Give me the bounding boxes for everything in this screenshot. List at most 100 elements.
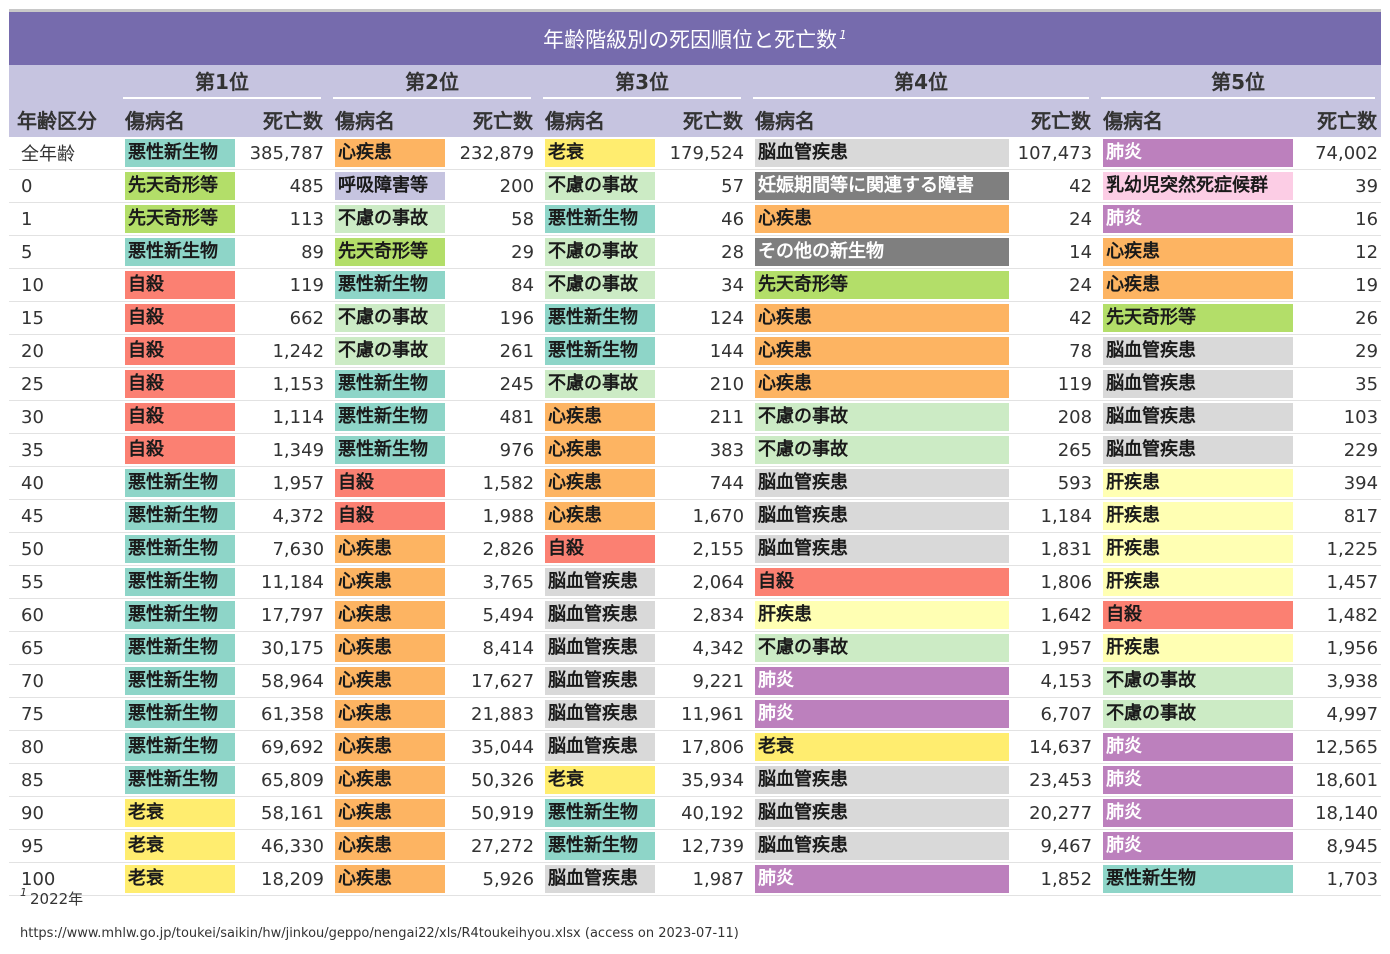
- cause-badge: 自殺: [335, 469, 446, 497]
- cause-cell: 心疾患: [327, 830, 447, 863]
- cause-cell: 悪性新生物: [537, 302, 657, 335]
- cause-badge: 心疾患: [545, 436, 656, 464]
- count-cell: 2,064: [692, 571, 745, 593]
- table-row: 20 自殺 1,242 不慮の事故 261 悪性新生物 144 心疾患 78 脳血管疾患 29: [9, 335, 1382, 368]
- cause-cell: 心疾患: [327, 863, 447, 896]
- count-cell: 14,637: [1029, 736, 1093, 758]
- count-cell: 19: [1355, 274, 1379, 296]
- count-cell: 385,787: [249, 142, 325, 164]
- count-cell: 1,349: [272, 439, 325, 461]
- cause-badge: 不慮の事故: [755, 403, 1010, 431]
- count-cell: 16: [1355, 208, 1379, 230]
- count-cell: 1,852: [1040, 868, 1093, 890]
- count-cell: 12: [1355, 241, 1379, 263]
- count-cell: 103: [1343, 406, 1379, 428]
- cause-badge: 悪性新生物: [125, 667, 235, 695]
- cause-badge: 呼吸障害等: [335, 172, 446, 200]
- cause-cell: 自殺: [117, 302, 237, 335]
- cause-cell: 肺炎: [1095, 830, 1295, 863]
- count-cell: 1,457: [1326, 571, 1379, 593]
- cause-badge: 悪性新生物: [125, 535, 235, 563]
- footnote-text: 2022年: [30, 890, 84, 908]
- cause-cell: 心疾患: [747, 368, 1011, 401]
- cause-cell: 先天奇形等: [117, 203, 237, 236]
- table-row: 65 悪性新生物 30,175 心疾患 8,414 脳血管疾患 4,342 不慮の事故 1,95…: [9, 632, 1382, 665]
- count-column-header: 死亡数: [683, 108, 744, 133]
- table-row: 50 悪性新生物 7,630 心疾患 2,826 自殺 2,155 脳血管疾患 1,831 肝疾患…: [9, 533, 1382, 566]
- cause-cell: 悪性新生物: [327, 368, 447, 401]
- cause-badge: 脳血管疾患: [755, 535, 1010, 563]
- cause-badge: 自殺: [125, 337, 235, 365]
- cause-badge: 心疾患: [335, 568, 446, 596]
- cause-badge: 悪性新生物: [1103, 865, 1294, 893]
- table-row: 5 悪性新生物 89 先天奇形等 29 不慮の事故 28 その他の新生物 14 心疾患 12: [9, 236, 1382, 269]
- cause-badge: 肝疾患: [1103, 535, 1294, 563]
- cause-badge: 肺炎: [1103, 832, 1294, 860]
- cause-cell: 脳血管疾患: [537, 599, 657, 632]
- cause-cell: 心疾患: [747, 203, 1011, 236]
- cause-badge: 悪性新生物: [125, 568, 235, 596]
- cause-badge: 自殺: [335, 502, 446, 530]
- cause-badge: 脳血管疾患: [755, 832, 1010, 860]
- count-cell: 11,184: [261, 571, 325, 593]
- cause-badge: 先天奇形等: [335, 238, 446, 266]
- cause-cell: 老衰: [537, 764, 657, 797]
- cause-cell: 脳血管疾患: [1095, 401, 1295, 434]
- cause-badge: 脳血管疾患: [545, 700, 656, 728]
- count-cell: 7,630: [272, 538, 325, 560]
- count-cell: 21,883: [471, 703, 535, 725]
- cause-badge: 不慮の事故: [1103, 667, 1294, 695]
- rank-header-4: 第4位: [747, 65, 1095, 101]
- cause-cell: 脳血管疾患: [537, 698, 657, 731]
- cause-badge: 脳血管疾患: [755, 799, 1010, 827]
- cause-cell: 悪性新生物: [117, 533, 237, 566]
- table-row: 80 悪性新生物 69,692 心疾患 35,044 脳血管疾患 17,806 老衰 14,63…: [9, 731, 1382, 764]
- cause-badge: 不慮の事故: [335, 337, 446, 365]
- cause-cell: 不慮の事故: [327, 203, 447, 236]
- cause-badge: 自殺: [755, 568, 1010, 596]
- count-cell: 18,601: [1315, 769, 1379, 791]
- cause-badge: 悪性新生物: [545, 337, 656, 365]
- age-cell: 85: [21, 769, 44, 791]
- cause-badge: 不慮の事故: [755, 634, 1010, 662]
- cause-cell: 自殺: [117, 368, 237, 401]
- table-row: 75 悪性新生物 61,358 心疾患 21,883 脳血管疾患 11,961 肺炎 6,707…: [9, 698, 1382, 731]
- cause-cell: 肝疾患: [1095, 566, 1295, 599]
- table-row: 25 自殺 1,153 悪性新生物 245 不慮の事故 210 心疾患 119 脳血管疾患 35: [9, 368, 1382, 401]
- count-cell: 42: [1069, 175, 1093, 197]
- cause-cell: 脳血管疾患: [747, 467, 1011, 500]
- count-cell: 4,153: [1040, 670, 1093, 692]
- rank-header-3: 第3位: [537, 65, 747, 101]
- count-cell: 9,221: [692, 670, 745, 692]
- cause-column-header: 傷病名: [1103, 108, 1164, 133]
- cause-badge: 自殺: [125, 304, 235, 332]
- table-title: 年齢階級別の死因順位と死亡数 1: [9, 9, 1381, 65]
- cause-cell: 心疾患: [747, 335, 1011, 368]
- age-cell: 10: [21, 274, 44, 296]
- cause-cell: 心疾患: [1095, 236, 1295, 269]
- cause-cell: 悪性新生物: [117, 467, 237, 500]
- cause-badge: 不慮の事故: [1103, 700, 1294, 728]
- count-cell: 12,739: [681, 835, 745, 857]
- cause-cell: 悪性新生物: [117, 236, 237, 269]
- table-row: 45 悪性新生物 4,372 自殺 1,988 心疾患 1,670 脳血管疾患 1,184 肝疾患…: [9, 500, 1382, 533]
- cause-badge: 肝疾患: [1103, 634, 1294, 662]
- cause-cell: 肝疾患: [1095, 533, 1295, 566]
- count-cell: 50,326: [471, 769, 535, 791]
- table-row: 全年齢 悪性新生物 385,787 心疾患 232,879 老衰 179,524 脳血管疾患 1…: [9, 137, 1382, 170]
- cause-badge: 不慮の事故: [335, 205, 446, 233]
- cause-badge: 脳血管疾患: [545, 568, 656, 596]
- cause-cell: 先天奇形等: [747, 269, 1011, 302]
- cause-badge: 心疾患: [335, 733, 446, 761]
- cause-cell: 乳幼児突然死症候群: [1095, 170, 1295, 203]
- count-cell: 17,627: [471, 670, 535, 692]
- count-cell: 1,957: [272, 472, 325, 494]
- count-cell: 28: [721, 241, 745, 263]
- table-row: 0 先天奇形等 485 呼吸障害等 200 不慮の事故 57 妊娠期間等に関連する障害 42 乳幼…: [9, 170, 1382, 203]
- age-cell: 25: [21, 373, 44, 395]
- count-cell: 8,945: [1326, 835, 1379, 857]
- cause-badge: 心疾患: [335, 700, 446, 728]
- cause-cell: 先天奇形等: [117, 170, 237, 203]
- table-container: 年齢階級別の死因順位と死亡数 1 第1位 第2位 第3位 第4位 第5位 年齢区分…: [9, 9, 1382, 896]
- cause-badge: 心疾患: [545, 502, 656, 530]
